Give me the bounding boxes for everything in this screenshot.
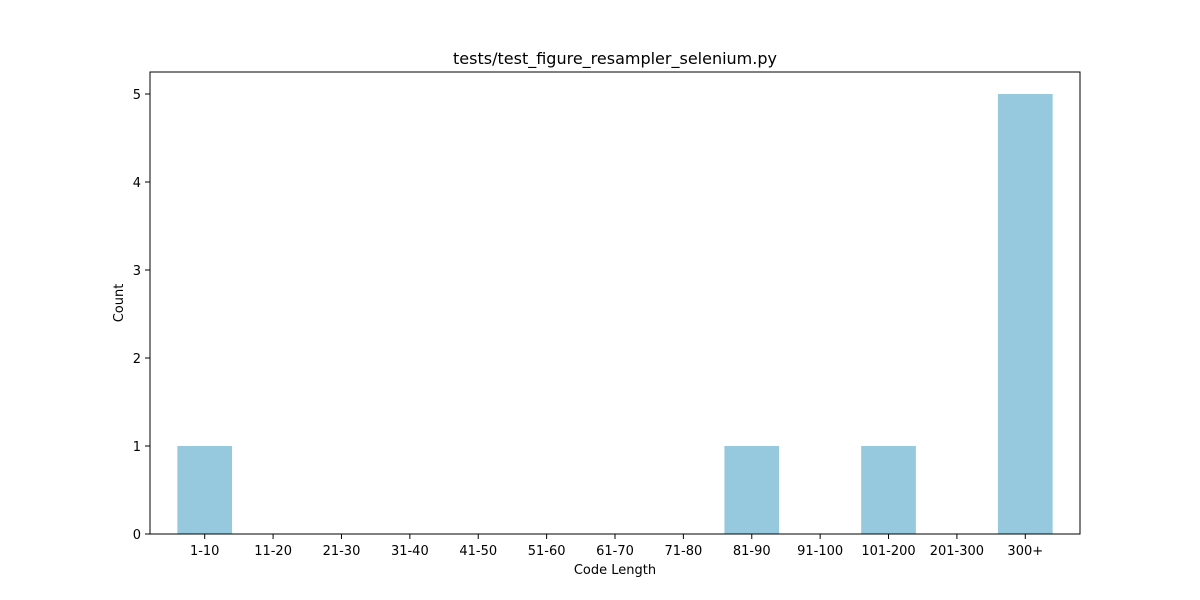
y-axis-label: Count <box>112 284 127 323</box>
x-tick-label: 21-30 <box>323 544 361 559</box>
x-tick-label: 61-70 <box>596 544 634 559</box>
x-tick-label: 71-80 <box>664 544 702 559</box>
y-tick-label: 5 <box>133 88 141 103</box>
x-tick-label: 1-10 <box>190 544 220 559</box>
y-tick-label: 1 <box>133 440 141 455</box>
chart-title: tests/test_figure_resampler_selenium.py <box>453 49 777 69</box>
plot-frame <box>149 71 1081 535</box>
bar-81-90 <box>724 446 780 534</box>
bar-300+ <box>997 94 1053 534</box>
x-tick-label: 81-90 <box>733 544 771 559</box>
y-axis: 0 1 2 3 4 5 <box>133 88 150 543</box>
y-tick-label: 3 <box>133 264 141 279</box>
bars-layer <box>177 94 1053 534</box>
y-tick-label: 0 <box>133 528 141 543</box>
x-tick-label: 41-50 <box>459 544 497 559</box>
bar-101-200 <box>861 446 916 534</box>
x-tick-label: 31-40 <box>391 544 429 559</box>
x-axis-label: Code Length <box>574 563 656 578</box>
x-tick-label: 101-200 <box>861 544 915 559</box>
bar-1-10 <box>177 446 233 534</box>
x-tick-label: 51-60 <box>528 544 566 559</box>
x-tick-label: 91-100 <box>797 544 843 559</box>
y-tick-label: 4 <box>133 176 141 191</box>
x-axis: 1-10 11-20 21-30 31-40 41-50 51-60 61-70 71-80 8… <box>190 534 1043 559</box>
x-tick-label: 11-20 <box>254 544 292 559</box>
x-tick-label: 201-300 <box>930 544 984 559</box>
x-tick-label: 300+ <box>1007 544 1043 559</box>
y-tick-label: 2 <box>133 352 141 367</box>
